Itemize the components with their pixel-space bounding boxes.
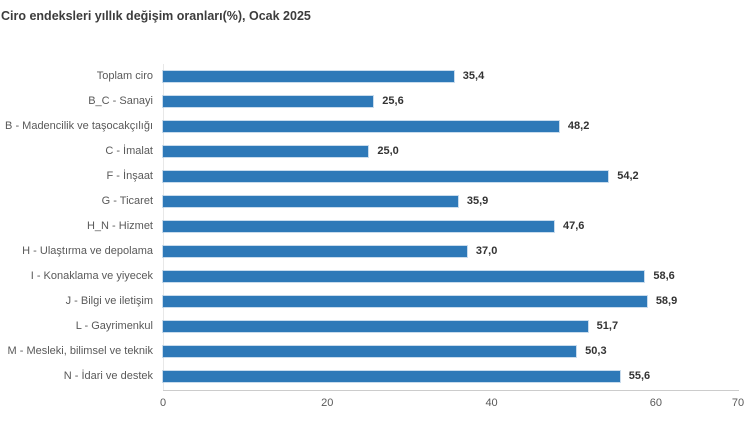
chart-row: Toplam ciro 35,4 bbox=[0, 64, 750, 89]
category-label: B - Madencilik ve taşocakçılığı bbox=[5, 120, 153, 132]
bar-track: 37,0 bbox=[163, 239, 738, 264]
chart-row: G - Ticaret 35,9 bbox=[0, 189, 750, 214]
plot-area: Toplam ciro 35,4 B_C - Sanayi 25,6 B - M… bbox=[0, 64, 750, 409]
bar bbox=[163, 171, 609, 182]
category-label: N - İdari ve destek bbox=[63, 370, 153, 382]
category-label: C - İmalat bbox=[105, 145, 153, 157]
value-label: 47,6 bbox=[563, 220, 585, 232]
category-label: B_C - Sanayi bbox=[88, 95, 153, 107]
bar-track: 35,9 bbox=[163, 189, 738, 214]
chart-row: B - Madencilik ve taşocakçılığı 48,2 bbox=[0, 114, 750, 139]
value-label: 58,6 bbox=[653, 270, 675, 282]
x-tick-label: 20 bbox=[321, 397, 334, 409]
bar bbox=[163, 321, 588, 332]
bar-track: 25,6 bbox=[163, 89, 738, 114]
value-label: 55,6 bbox=[628, 370, 651, 382]
category-label: H - Ulaştırma ve depolama bbox=[22, 245, 153, 257]
bar bbox=[163, 271, 645, 282]
value-label: 48,2 bbox=[567, 120, 590, 132]
value-label: 25,6 bbox=[382, 95, 404, 107]
bar-track: 58,6 bbox=[163, 264, 738, 289]
bar-rows: Toplam ciro 35,4 B_C - Sanayi 25,6 B - M… bbox=[0, 64, 750, 389]
chart-row: C - İmalat 25,0 bbox=[0, 139, 750, 164]
chart-row: L - Gayrimenkul 51,7 bbox=[0, 314, 750, 339]
chart-title: Ciro endeksleri yıllık değişim oranları(… bbox=[1, 9, 311, 23]
x-tick-label: 60 bbox=[649, 397, 662, 409]
value-label: 35,9 bbox=[466, 195, 489, 207]
category-label: G - Ticaret bbox=[101, 195, 153, 207]
value-label: 35,4 bbox=[462, 70, 485, 82]
category-label: I - Konaklama ve yiyecek bbox=[30, 270, 153, 282]
chart-row: I - Konaklama ve yiyecek 58,6 bbox=[0, 264, 750, 289]
bar-track: 55,6 bbox=[163, 364, 738, 389]
value-label: 54,2 bbox=[617, 170, 639, 182]
category-label: L - Gayrimenkul bbox=[75, 320, 153, 332]
value-label: 37,0 bbox=[475, 245, 498, 257]
x-tick-label: 40 bbox=[485, 397, 498, 409]
x-tick-label: 0 bbox=[159, 397, 167, 409]
category-label: J - Bilgi ve iletişim bbox=[65, 295, 153, 307]
bar-track: 50,3 bbox=[163, 339, 738, 364]
value-label: 25,0 bbox=[377, 145, 399, 157]
bar bbox=[163, 196, 458, 207]
bar-track: 58,9 bbox=[163, 289, 738, 314]
chart-row: J - Bilgi ve iletişim 58,9 bbox=[0, 289, 750, 314]
bar bbox=[163, 96, 374, 107]
chart-row: H_N - Hizmet 47,6 bbox=[0, 214, 750, 239]
bar bbox=[163, 146, 369, 157]
chart-row: N - İdari ve destek 55,6 bbox=[0, 364, 750, 389]
x-axis-line bbox=[163, 390, 739, 391]
bar-track: 51,7 bbox=[163, 314, 738, 339]
bar-track: 47,6 bbox=[163, 214, 738, 239]
bar bbox=[163, 346, 577, 357]
bar bbox=[163, 221, 554, 232]
bar bbox=[163, 371, 620, 382]
x-axis-ticks: 0 20 40 60 70 bbox=[159, 397, 744, 413]
value-label: 50,3 bbox=[585, 345, 607, 357]
bar bbox=[163, 121, 559, 132]
bar-track: 48,2 bbox=[163, 114, 738, 139]
bar bbox=[163, 296, 647, 307]
chart-row: F - İnşaat 54,2 bbox=[0, 164, 750, 189]
chart-row: H - Ulaştırma ve depolama 37,0 bbox=[0, 239, 750, 264]
chart-row: B_C - Sanayi 25,6 bbox=[0, 89, 750, 114]
value-label: 51,7 bbox=[596, 320, 619, 332]
category-label: M - Mesleki, bilimsel ve teknik bbox=[7, 345, 153, 357]
chart-row: M - Mesleki, bilimsel ve teknik 50,3 bbox=[0, 339, 750, 364]
x-tick-label: 70 bbox=[731, 397, 745, 409]
bar-track: 54,2 bbox=[163, 164, 738, 189]
category-label: H_N - Hizmet bbox=[86, 220, 153, 232]
bar bbox=[163, 71, 454, 82]
bar-track: 25,0 bbox=[163, 139, 738, 164]
bar bbox=[163, 246, 467, 257]
category-label: Toplam ciro bbox=[96, 70, 153, 82]
value-label: 58,9 bbox=[655, 295, 678, 307]
category-label: F - İnşaat bbox=[106, 170, 153, 182]
bar-track: 35,4 bbox=[163, 64, 738, 89]
